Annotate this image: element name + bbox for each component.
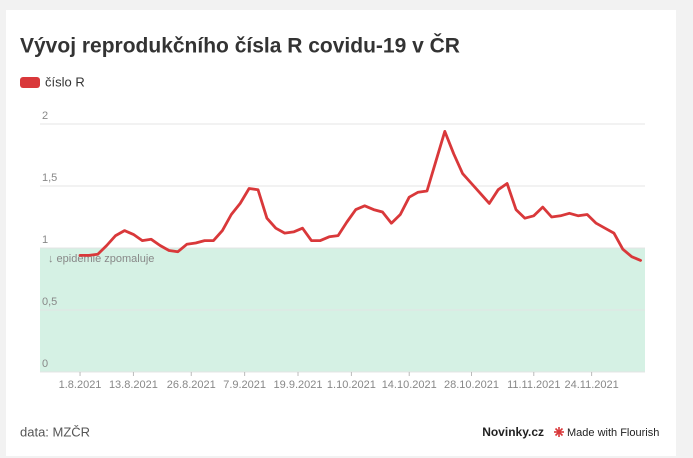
x-tick-label: 14.10.2021 (382, 379, 437, 391)
x-tick-label: 1.10.2021 (327, 379, 376, 391)
legend-label[interactable]: číslo R (45, 74, 85, 89)
flourish-icon (554, 427, 564, 437)
x-tick-label: 7.9.2021 (223, 379, 266, 391)
x-tick-label: 1.8.2021 (59, 379, 102, 391)
band-label: ↓ epidemie zpomaluje (48, 253, 154, 265)
y-tick-label: 1,5 (42, 172, 57, 184)
source: data: MZČR (20, 424, 90, 439)
y-tick-label: 0 (42, 358, 48, 370)
x-tick-label: 24.11.2021 (564, 379, 618, 391)
x-tick-label: 13.8.2021 (109, 379, 158, 391)
y-tick-label: 0,5 (42, 296, 57, 308)
line (78, 130, 642, 262)
credit[interactable]: Made with Flourish (567, 427, 659, 439)
x-tick-label: 11.11.2021 (507, 379, 560, 391)
plot: 0 0,5 1 1,5 2 ↓ epidemie zpomaluje 1.8.2021 13.… (40, 110, 645, 391)
chart-title: Vývoj reprodukčního čísla R covidu-19 v … (20, 34, 460, 58)
x-tick-label: 19.9.2021 (274, 379, 323, 391)
y-tick-label: 1 (42, 234, 48, 246)
brand: Novinky.cz (482, 425, 544, 439)
y-tick-label: 2 (42, 110, 48, 122)
legend-swatch (20, 77, 40, 88)
x-tick-label: 28.10.2021 (444, 379, 499, 391)
x-tick-label: 26.8.2021 (167, 379, 216, 391)
